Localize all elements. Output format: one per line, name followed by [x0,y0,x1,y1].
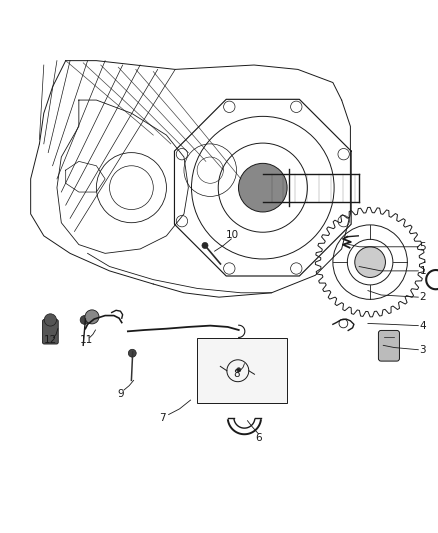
Circle shape [80,316,89,324]
Circle shape [202,243,208,248]
FancyBboxPatch shape [378,330,399,361]
Text: 6: 6 [255,433,262,443]
Circle shape [44,314,57,326]
Text: 11: 11 [80,335,93,345]
Text: 5: 5 [419,242,426,252]
Text: 3: 3 [419,345,426,355]
Circle shape [238,163,287,212]
Circle shape [85,310,99,324]
FancyBboxPatch shape [42,319,58,344]
FancyBboxPatch shape [197,338,287,403]
Circle shape [128,349,136,357]
Text: 12: 12 [44,335,57,345]
Circle shape [355,247,385,278]
Text: 2: 2 [419,292,426,302]
Text: 9: 9 [117,389,124,399]
Text: 4: 4 [419,321,426,330]
Text: 7: 7 [159,413,166,423]
Text: 8: 8 [233,369,240,379]
Circle shape [237,368,241,372]
Text: 1: 1 [419,266,426,276]
Text: 10: 10 [226,230,239,240]
